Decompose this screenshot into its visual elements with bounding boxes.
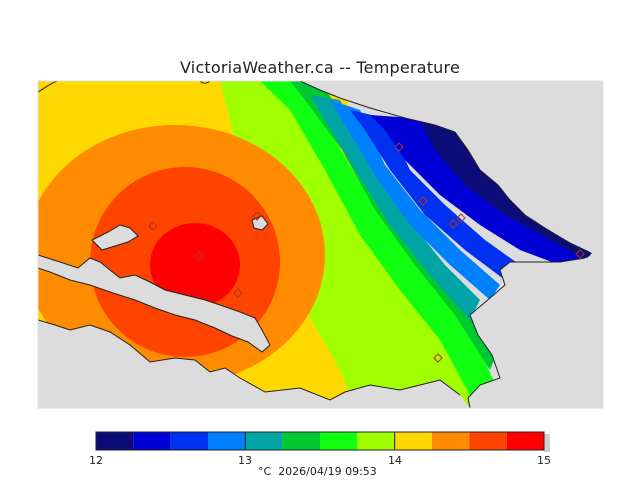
- map-frame: [37, 80, 604, 409]
- colorbar-shadow: [544, 434, 550, 452]
- colorbar-tick: 15: [537, 454, 551, 467]
- colorbar-swatch: [357, 432, 395, 450]
- land-east-mask: [468, 255, 603, 408]
- station-marker[interactable]: [252, 211, 262, 221]
- colorbar: [95, 431, 550, 452]
- coastline-south: [38, 319, 461, 401]
- station-marker[interactable]: [448, 219, 458, 229]
- map-title: VictoriaWeather.ca -- Temperature: [180, 58, 460, 77]
- weather-stations: [148, 142, 585, 363]
- coastline-inlet: [38, 254, 271, 353]
- coastline-north: [299, 81, 591, 257]
- land-north-mask: [300, 81, 603, 260]
- colorbar-frame: [95, 431, 545, 451]
- station-marker[interactable]: [575, 249, 585, 259]
- colorbar-swatch: [506, 432, 544, 450]
- colorbar-swatch: [170, 432, 208, 450]
- timestamp: 2026/04/19 09:53: [278, 465, 377, 478]
- station-marker[interactable]: [418, 196, 428, 206]
- colorbar-swatch: [469, 432, 507, 450]
- colorbar-tick: 12: [89, 454, 103, 467]
- coastline-north-islet: [199, 81, 211, 84]
- station-marker[interactable]: [456, 213, 466, 223]
- station-marker[interactable]: [433, 353, 443, 363]
- colorbar-swatch: [245, 432, 283, 450]
- land-west-mask: [38, 255, 270, 352]
- station-marker[interactable]: [394, 142, 404, 152]
- station-marker[interactable]: [233, 288, 243, 298]
- island-west: [92, 225, 138, 250]
- unit-label: °C: [258, 465, 272, 478]
- station-marker[interactable]: [194, 251, 204, 261]
- coastlines: [38, 81, 591, 408]
- contour-band-13-4: [310, 95, 480, 320]
- station-marker[interactable]: [148, 221, 158, 231]
- coastline-east: [467, 257, 586, 408]
- coastline-island-west: [91, 224, 139, 251]
- contour-band-13-0: [350, 110, 520, 280]
- colorbar-swatch: [96, 432, 134, 450]
- colorbar-swatch: [320, 432, 358, 450]
- colorbar-swatch: [208, 432, 246, 450]
- colorbar-tick: 14: [388, 454, 402, 467]
- colorbar-swatch: [432, 432, 470, 450]
- land-south-mask: [38, 320, 470, 408]
- contour-band-13-2: [330, 100, 500, 300]
- contour-band-14-2: [220, 81, 478, 408]
- colorbar-swatch: [282, 432, 320, 450]
- colorbar-swatch: [394, 432, 432, 450]
- colorbar-swatch: [133, 432, 171, 450]
- temperature-contours: [38, 81, 603, 408]
- colorbar-tick: 13: [238, 454, 252, 467]
- contour-band-14-8: [150, 223, 240, 307]
- contour-band-13-8: [260, 81, 500, 395]
- footer-caption: °C 2026/04/19 09:53: [258, 465, 377, 478]
